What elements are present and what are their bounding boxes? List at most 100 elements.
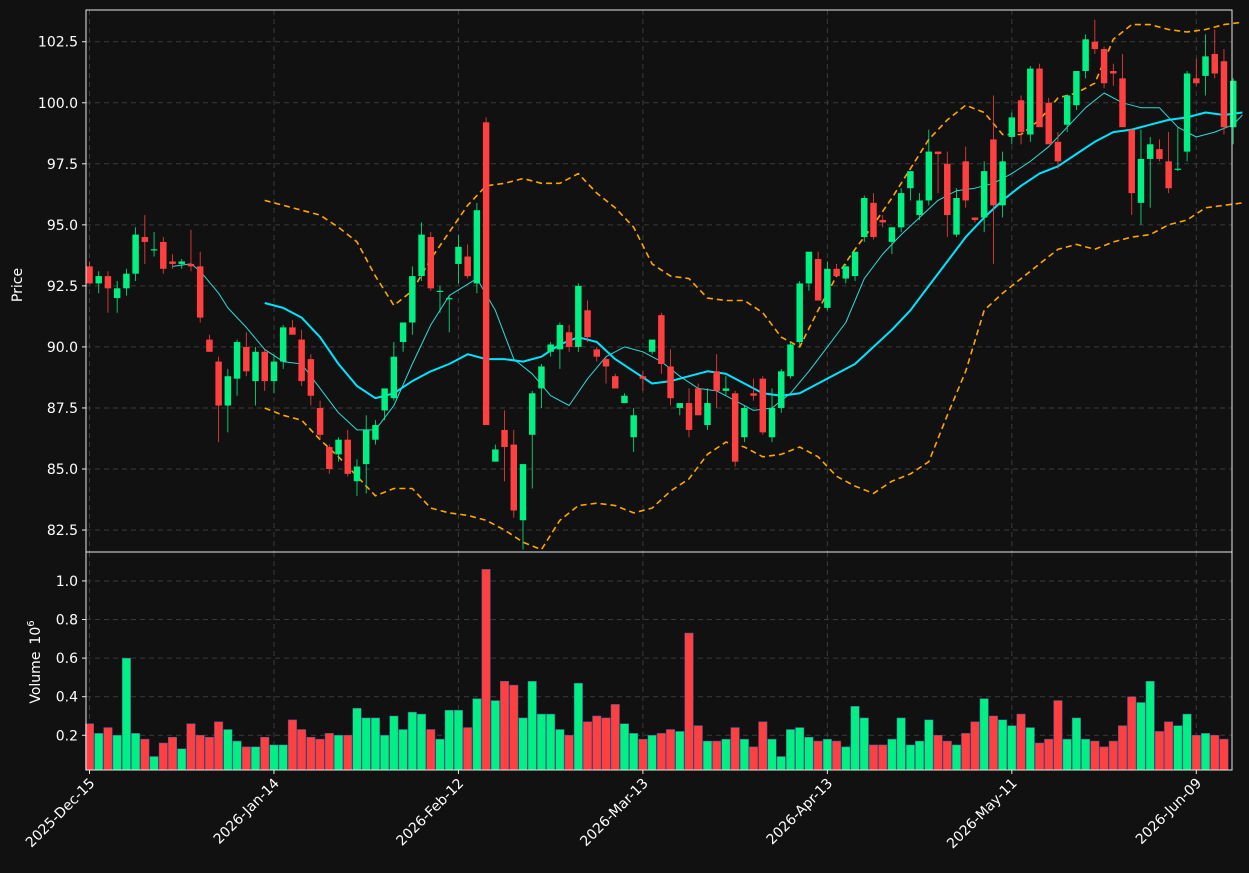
candle-body [1082, 39, 1089, 72]
candle-body [298, 339, 305, 382]
volume-bar [583, 721, 593, 771]
candle-body [1017, 100, 1025, 133]
volume-bar [675, 731, 685, 771]
volume-bar [509, 684, 519, 771]
candle-body [648, 339, 656, 352]
volume-bar [832, 740, 842, 771]
candle-body [980, 171, 988, 218]
volume-tick-label: 0.2 [56, 728, 78, 744]
volume-bar [601, 717, 611, 771]
candle-body [390, 356, 398, 399]
volume-bar [361, 717, 371, 771]
candle-body [842, 266, 850, 279]
candle-body [141, 237, 149, 242]
volume-bar [573, 682, 583, 771]
candle-body [1174, 168, 1182, 170]
candle-body [888, 227, 896, 242]
candle-body [409, 276, 416, 323]
volume-bar [610, 704, 620, 771]
volume-bar [712, 740, 722, 771]
x-tick-label: 2026-Jan-14 [211, 775, 283, 847]
candle-body [252, 351, 259, 382]
candle-body [593, 349, 601, 357]
volume-bar [1154, 731, 1164, 771]
candle-body [1091, 41, 1099, 50]
candle-body [787, 344, 794, 377]
volume-bar [693, 725, 703, 771]
volume-bar [666, 729, 676, 771]
candle-body [814, 259, 822, 301]
candle-body [1110, 71, 1117, 74]
candle-body [1119, 78, 1126, 128]
volume-bar [103, 727, 113, 771]
candle-body [565, 332, 573, 347]
volume-bar [1071, 717, 1081, 771]
candle-body [381, 388, 388, 411]
volume-bar [592, 715, 602, 771]
candle-body [713, 371, 720, 391]
candle-body [685, 403, 693, 430]
candle-body [178, 261, 185, 264]
volume-bar [647, 735, 657, 771]
volume-bar [979, 698, 989, 771]
volume-bar [260, 736, 270, 771]
volume-panel: 0.2 0.4 0.6 0.8 1.0 Volume 106 [26, 551, 1233, 771]
candle-body [316, 407, 324, 435]
candle-body [861, 197, 868, 238]
candle-body [897, 193, 905, 228]
candle-body [584, 310, 591, 338]
candle-body [1202, 56, 1209, 76]
candle-body [418, 234, 425, 277]
candle-body [731, 393, 739, 462]
candle-body [1146, 144, 1154, 159]
candle-body [1027, 68, 1034, 135]
candle-body [602, 359, 610, 367]
volume-tick-label: 1.0 [56, 574, 78, 590]
candle-body [1193, 78, 1200, 84]
volume-bar [426, 729, 436, 771]
volume-bar [232, 740, 242, 771]
candle-body [1036, 68, 1043, 128]
volume-bar [204, 736, 214, 771]
volume-bar [324, 733, 334, 771]
candle-body [741, 407, 748, 438]
volume-bar [527, 681, 537, 771]
volume-bar [407, 711, 417, 771]
volume-bar [518, 717, 528, 771]
candle-body [224, 376, 232, 406]
price-y-ticks: 82.5 85.0 87.5 90.0 92.5 95.0 97.5 100.0 102.5 [38, 35, 86, 539]
volume-axis-label: Volume 106 [26, 620, 44, 703]
volume-bar [1081, 738, 1091, 771]
volume-bar [315, 738, 325, 771]
candle-body [639, 376, 647, 379]
volume-bar [1118, 725, 1128, 771]
volume-bar [121, 657, 131, 771]
candle-body [538, 366, 545, 389]
volume-panel-frame [85, 551, 1233, 771]
volume-bar [297, 729, 307, 771]
candle-body [261, 351, 268, 382]
candle-body [612, 376, 619, 389]
candle-body [455, 246, 462, 264]
candle-body [206, 339, 213, 352]
volume-bar [684, 632, 694, 771]
volume-bar [1182, 713, 1192, 771]
candle-body [999, 161, 1006, 206]
volume-bar [186, 723, 196, 771]
volume-bar [1035, 742, 1044, 771]
x-tick-label: 2026-Feb-12 [393, 776, 467, 850]
candle-body [243, 346, 250, 372]
volume-bar [1053, 700, 1063, 771]
candle-body [796, 283, 803, 343]
candle-body [436, 290, 444, 292]
volume-bar [1191, 735, 1201, 771]
volume-bar [389, 715, 399, 771]
candle-body [289, 327, 296, 335]
candle-body [1008, 117, 1016, 137]
candle-body [187, 263, 195, 267]
volume-bar [776, 756, 786, 771]
candle-body [399, 322, 407, 343]
volume-bar [721, 738, 731, 771]
volume-bar [1136, 702, 1146, 771]
volume-bar [177, 748, 187, 771]
